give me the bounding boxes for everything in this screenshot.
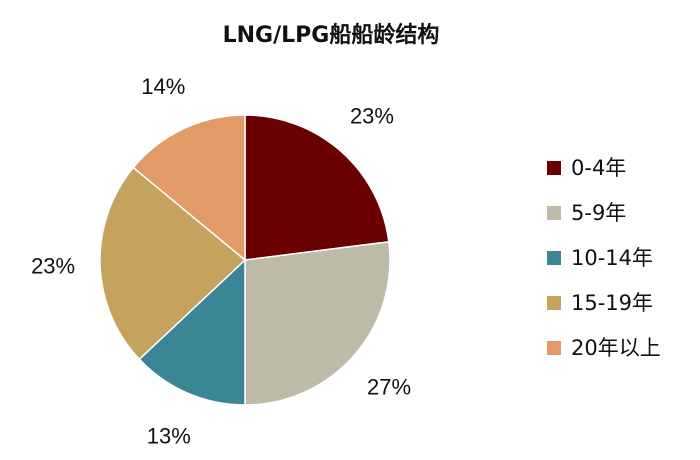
pie-slices bbox=[99, 114, 391, 406]
pie-value-label-1: 27% bbox=[367, 374, 411, 399]
pie-value-label-2: 13% bbox=[147, 424, 191, 449]
legend-swatch-1 bbox=[547, 206, 561, 220]
pie-value-label-0: 23% bbox=[350, 103, 394, 128]
legend-label-4: 20年以上 bbox=[571, 336, 661, 360]
pie-value-labels: 23% 27% 13% 23% 14% bbox=[31, 74, 411, 449]
pie-slice-3 bbox=[99, 166, 247, 361]
legend-swatch-2 bbox=[547, 251, 561, 265]
chart-title: LNG/LPG船船龄结构 bbox=[223, 22, 440, 48]
pie-value-label-4: 14% bbox=[141, 74, 185, 99]
legend-label-0: 0-4年 bbox=[571, 156, 626, 180]
legend-swatch-4 bbox=[547, 341, 561, 355]
legend-label-3: 15-19年 bbox=[571, 291, 653, 315]
legend-label-1: 5-9年 bbox=[571, 201, 626, 225]
pie-slice-0 bbox=[244, 114, 390, 261]
legend-swatch-3 bbox=[547, 296, 561, 310]
pie-slice-4 bbox=[132, 114, 246, 262]
legend-label-2: 10-14年 bbox=[571, 246, 653, 270]
pie-slice-2 bbox=[138, 258, 246, 406]
pie-value-label-3: 23% bbox=[31, 254, 75, 279]
pie-slice-1 bbox=[244, 240, 391, 406]
legend: 0-4年 5-9年 10-14年 15-19年 20年以上 bbox=[547, 156, 661, 360]
legend-swatch-0 bbox=[547, 161, 561, 175]
